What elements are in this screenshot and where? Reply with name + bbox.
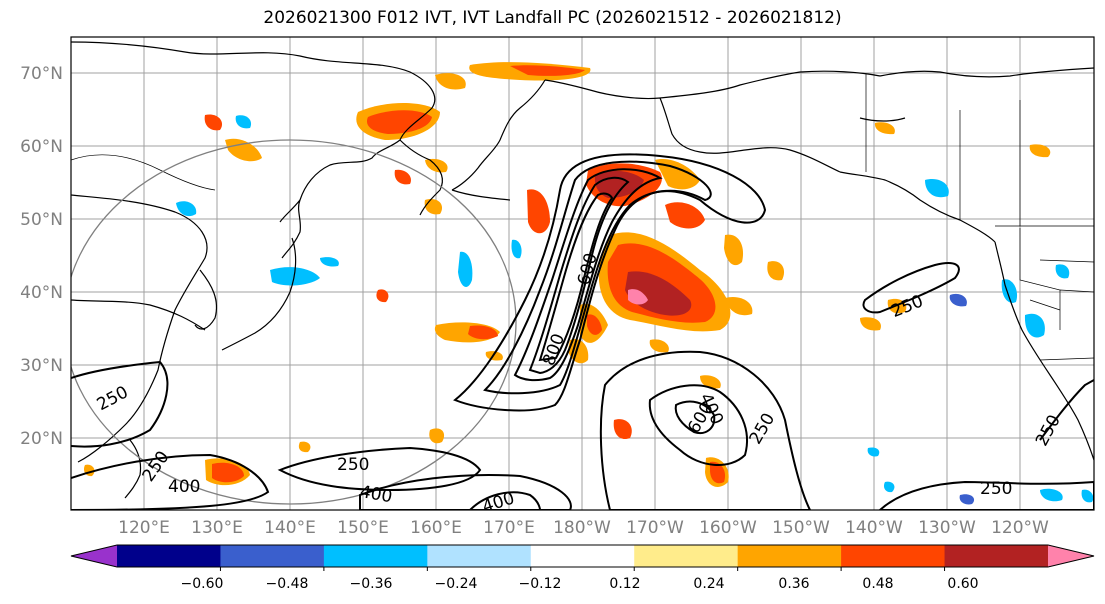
lon-label: 130°E <box>191 518 243 538</box>
colorbar-tick-label: −0.24 <box>435 576 478 592</box>
coast-korea <box>194 269 218 330</box>
lon-label: 160°W <box>699 518 757 538</box>
lon-label: 170°E <box>483 518 535 538</box>
contour-east-250 <box>862 262 960 314</box>
contour-1000 <box>538 192 614 362</box>
colorbar-tick-label: −0.48 <box>266 576 309 592</box>
colorbar-segment <box>530 545 635 567</box>
colorbar-tick-label: 0.60 <box>947 576 978 592</box>
contour-label: 400 <box>168 477 200 497</box>
contour-800 <box>528 176 630 375</box>
lon-label: 170°W <box>626 518 684 538</box>
colorbar-segment <box>427 545 532 567</box>
border-us-states <box>1019 228 1094 330</box>
coast-japan <box>221 237 297 351</box>
contour-southwest-400 <box>359 473 572 510</box>
contour-600 <box>513 168 663 382</box>
gridlines <box>71 37 1094 510</box>
shade-bering <box>204 62 1051 215</box>
lon-label: 160°E <box>410 518 462 538</box>
border-canada-provinces <box>959 100 1021 226</box>
political-borders <box>71 74 1094 361</box>
lon-label: 130°W <box>918 518 976 538</box>
map-title: 2026021300 F012 IVT, IVT Landfall PC (20… <box>263 8 842 28</box>
coast-canada-islands <box>859 117 906 122</box>
longitude-labels: 120°E 130°E 140°E 150°E 160°E 170°E 180°… <box>118 518 1049 538</box>
colorbar-tick-label: 0.36 <box>778 576 809 592</box>
colorbar-tick-label: −0.12 <box>519 576 562 592</box>
coast-sea-lines <box>71 299 206 331</box>
colorbar-tick-label: 0.24 <box>693 576 724 592</box>
border-mexico <box>1039 357 1094 361</box>
coast-aleutian <box>451 189 511 201</box>
colorbar-tick-labels: −0.60 −0.48 −0.36 −0.24 −0.12 0.12 0.24 … <box>181 576 979 592</box>
lon-label: 120°E <box>118 518 170 538</box>
contour-bottom-400 <box>468 491 542 510</box>
coast-siberia <box>71 41 436 223</box>
lat-label: 30°N <box>20 356 63 376</box>
colorbar-segment <box>634 545 739 567</box>
lon-label: 180°W <box>553 518 611 538</box>
lat-label: 50°N <box>20 210 63 230</box>
coast-canada <box>839 171 996 243</box>
contour-southeast-250 <box>878 480 1094 510</box>
lon-label: 140°E <box>264 518 316 538</box>
contour-east-coast-250 <box>1039 379 1094 441</box>
lat-label: 20°N <box>20 429 63 449</box>
lon-label: 150°E <box>337 518 389 538</box>
coast-kamchatka <box>399 139 443 216</box>
coast-alaska <box>544 70 881 100</box>
contour-southwest-250 <box>277 446 482 492</box>
lon-label: 150°W <box>772 518 830 538</box>
great-circle <box>71 139 517 505</box>
contour-west-south <box>71 453 270 510</box>
border-china-mongolia <box>71 154 216 191</box>
map-frame <box>70 36 1095 511</box>
contour-label: 250 <box>337 455 369 475</box>
colorbar-tick-label: −0.36 <box>350 576 393 592</box>
lon-label: 140°W <box>845 518 903 538</box>
ivt-contour-lines <box>71 153 1094 510</box>
coast-arctic <box>879 67 1094 78</box>
lon-label: 120°W <box>991 518 1049 538</box>
colorbar-segment <box>841 545 946 567</box>
lat-label: 70°N <box>20 64 63 84</box>
colorbar-segment <box>944 545 1049 567</box>
latitude-labels: 70°N 60°N 50°N 40°N 30°N 20°N <box>20 64 63 449</box>
lat-label: 60°N <box>20 137 63 157</box>
colorbar-segment <box>117 545 221 567</box>
colorbar-extend-high <box>1048 545 1094 567</box>
colorbar-tick-label: 0.48 <box>862 576 893 592</box>
colorbar-ticks <box>219 567 946 571</box>
coastlines <box>71 41 1094 499</box>
colorbar-tick-label: 0.12 <box>609 576 640 592</box>
contour-south-lobe-600 <box>674 400 716 434</box>
colorbar-segment <box>220 545 325 567</box>
contour-250-outer <box>453 153 767 412</box>
coast-okhotsk <box>281 199 302 259</box>
colorbar-outline <box>70 544 1095 568</box>
colorbar-segment <box>737 545 842 567</box>
contour-west-250 <box>71 360 169 448</box>
coast-us-west <box>994 241 1094 461</box>
coast-philippines <box>124 439 142 499</box>
contour-south-lobe-400 <box>648 384 748 467</box>
colorbar-extend-low <box>71 545 117 567</box>
shade-negative <box>176 115 1094 505</box>
contour-label: 250 <box>980 479 1012 499</box>
colorbar: −0.60 −0.48 −0.36 −0.24 −0.12 0.12 0.24 … <box>70 544 1095 592</box>
coast-china <box>71 194 208 463</box>
colorbar-tick-label: −0.60 <box>181 576 224 592</box>
colorbar-segments <box>71 545 1094 567</box>
lat-label: 40°N <box>20 283 63 303</box>
contour-south-lobe-250 <box>599 350 812 510</box>
contour-400 <box>483 160 712 395</box>
shade-north-pacific-core <box>598 232 731 332</box>
colorbar-segment <box>323 545 428 567</box>
coast-alaska-west <box>451 79 546 191</box>
coast-gulf-alaska <box>659 97 841 173</box>
